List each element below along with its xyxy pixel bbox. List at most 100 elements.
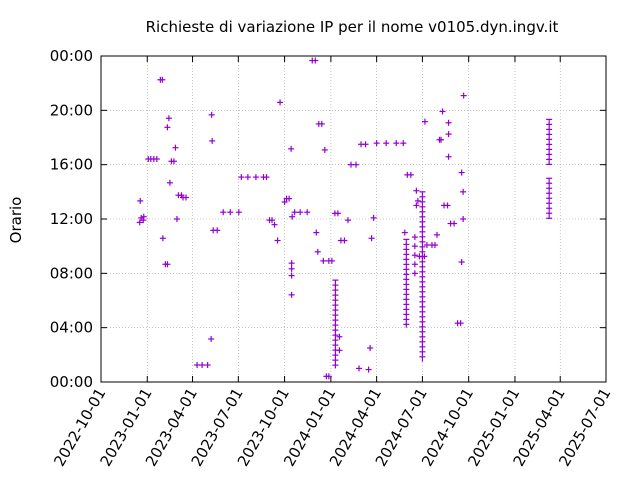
data-point — [460, 216, 467, 222]
data-point — [214, 227, 221, 234]
data-point — [411, 261, 418, 268]
data-point — [288, 265, 295, 272]
data-point — [164, 261, 171, 268]
data-point — [328, 257, 335, 264]
y-axis-label: Orario — [7, 197, 25, 244]
data-point — [183, 194, 190, 201]
data-point — [269, 217, 276, 224]
data-point — [401, 229, 408, 236]
data-point — [277, 99, 284, 106]
y-tick-label: 20:00 — [50, 101, 93, 119]
data-point — [365, 366, 372, 373]
y-tick-label: 16:00 — [50, 156, 93, 174]
data-point — [414, 197, 421, 204]
data-point — [235, 209, 242, 216]
data-point — [344, 217, 351, 224]
data-point — [438, 136, 445, 143]
data-point — [320, 257, 327, 264]
data-point — [353, 161, 360, 168]
y-tick-label: 08:00 — [50, 264, 93, 282]
data-point — [288, 145, 295, 152]
data-point — [336, 333, 343, 340]
data-point — [153, 156, 160, 163]
data-point — [457, 320, 464, 327]
data-point — [445, 131, 452, 138]
chart-title: Richieste di variazione IP per il nome v… — [146, 18, 559, 36]
data-point — [159, 76, 166, 83]
y-tick-label: 04:00 — [50, 319, 93, 337]
data-point — [313, 229, 320, 236]
data-point — [318, 120, 325, 127]
y-tick-label: 00:00 — [50, 47, 93, 65]
data-point — [281, 199, 288, 206]
data-point — [170, 158, 177, 165]
data-point — [400, 140, 407, 147]
data-point — [431, 242, 438, 249]
data-point — [220, 209, 227, 216]
data-point — [209, 137, 216, 144]
data-point — [445, 153, 452, 160]
data-point — [460, 92, 467, 99]
y-axis-ticks: 00:00 04:00 08:00 12:00 16:00 20:00 00:00 — [50, 47, 606, 391]
data-point — [288, 272, 295, 279]
data-point — [321, 146, 328, 153]
data-point — [288, 260, 295, 267]
data-point — [172, 144, 179, 151]
data-point — [304, 209, 311, 216]
data-point — [445, 119, 452, 126]
data-point — [370, 214, 377, 221]
grid — [101, 56, 606, 382]
data-point — [314, 248, 321, 255]
data-point — [227, 209, 234, 216]
data-point — [413, 202, 420, 209]
data-point — [286, 195, 293, 202]
data-point — [165, 115, 172, 122]
data-point — [362, 141, 369, 148]
data-point — [458, 169, 465, 176]
data-point — [367, 345, 374, 352]
y-tick-label: 12:00 — [50, 210, 93, 228]
data-point — [208, 335, 215, 342]
data-point — [244, 174, 251, 181]
data-point — [271, 221, 278, 228]
data-point — [194, 362, 201, 369]
data-point — [263, 174, 270, 181]
data-point — [334, 210, 341, 217]
data-point — [341, 237, 348, 244]
data-point — [407, 171, 414, 178]
data-point — [173, 216, 180, 222]
data-point — [159, 235, 166, 242]
data-point — [347, 161, 354, 168]
data-point — [439, 108, 446, 115]
data-point — [312, 57, 319, 64]
data-point — [289, 213, 296, 220]
data-point — [451, 220, 458, 227]
data-point — [356, 365, 363, 372]
data-point — [238, 174, 245, 181]
data-point — [433, 231, 440, 238]
data-point — [368, 235, 375, 242]
data-point — [411, 252, 418, 259]
data-point — [325, 373, 332, 380]
data-point — [291, 209, 298, 216]
data-point — [166, 179, 173, 186]
data-point — [444, 202, 451, 209]
data-point — [458, 259, 465, 266]
data-point — [411, 270, 418, 277]
data-point — [421, 118, 428, 125]
y-tick-label: 00:00 — [50, 373, 93, 391]
data-point — [140, 213, 147, 220]
data-point — [274, 237, 281, 244]
data-point — [199, 362, 206, 369]
data-point — [137, 197, 144, 204]
data-point — [373, 140, 380, 147]
data-point — [460, 188, 467, 195]
data-point — [393, 140, 400, 147]
data-point — [208, 111, 215, 118]
data-point — [204, 362, 211, 369]
data-point — [252, 174, 259, 181]
data-point — [297, 209, 304, 216]
data-point — [411, 234, 418, 241]
data-points — [136, 57, 553, 380]
